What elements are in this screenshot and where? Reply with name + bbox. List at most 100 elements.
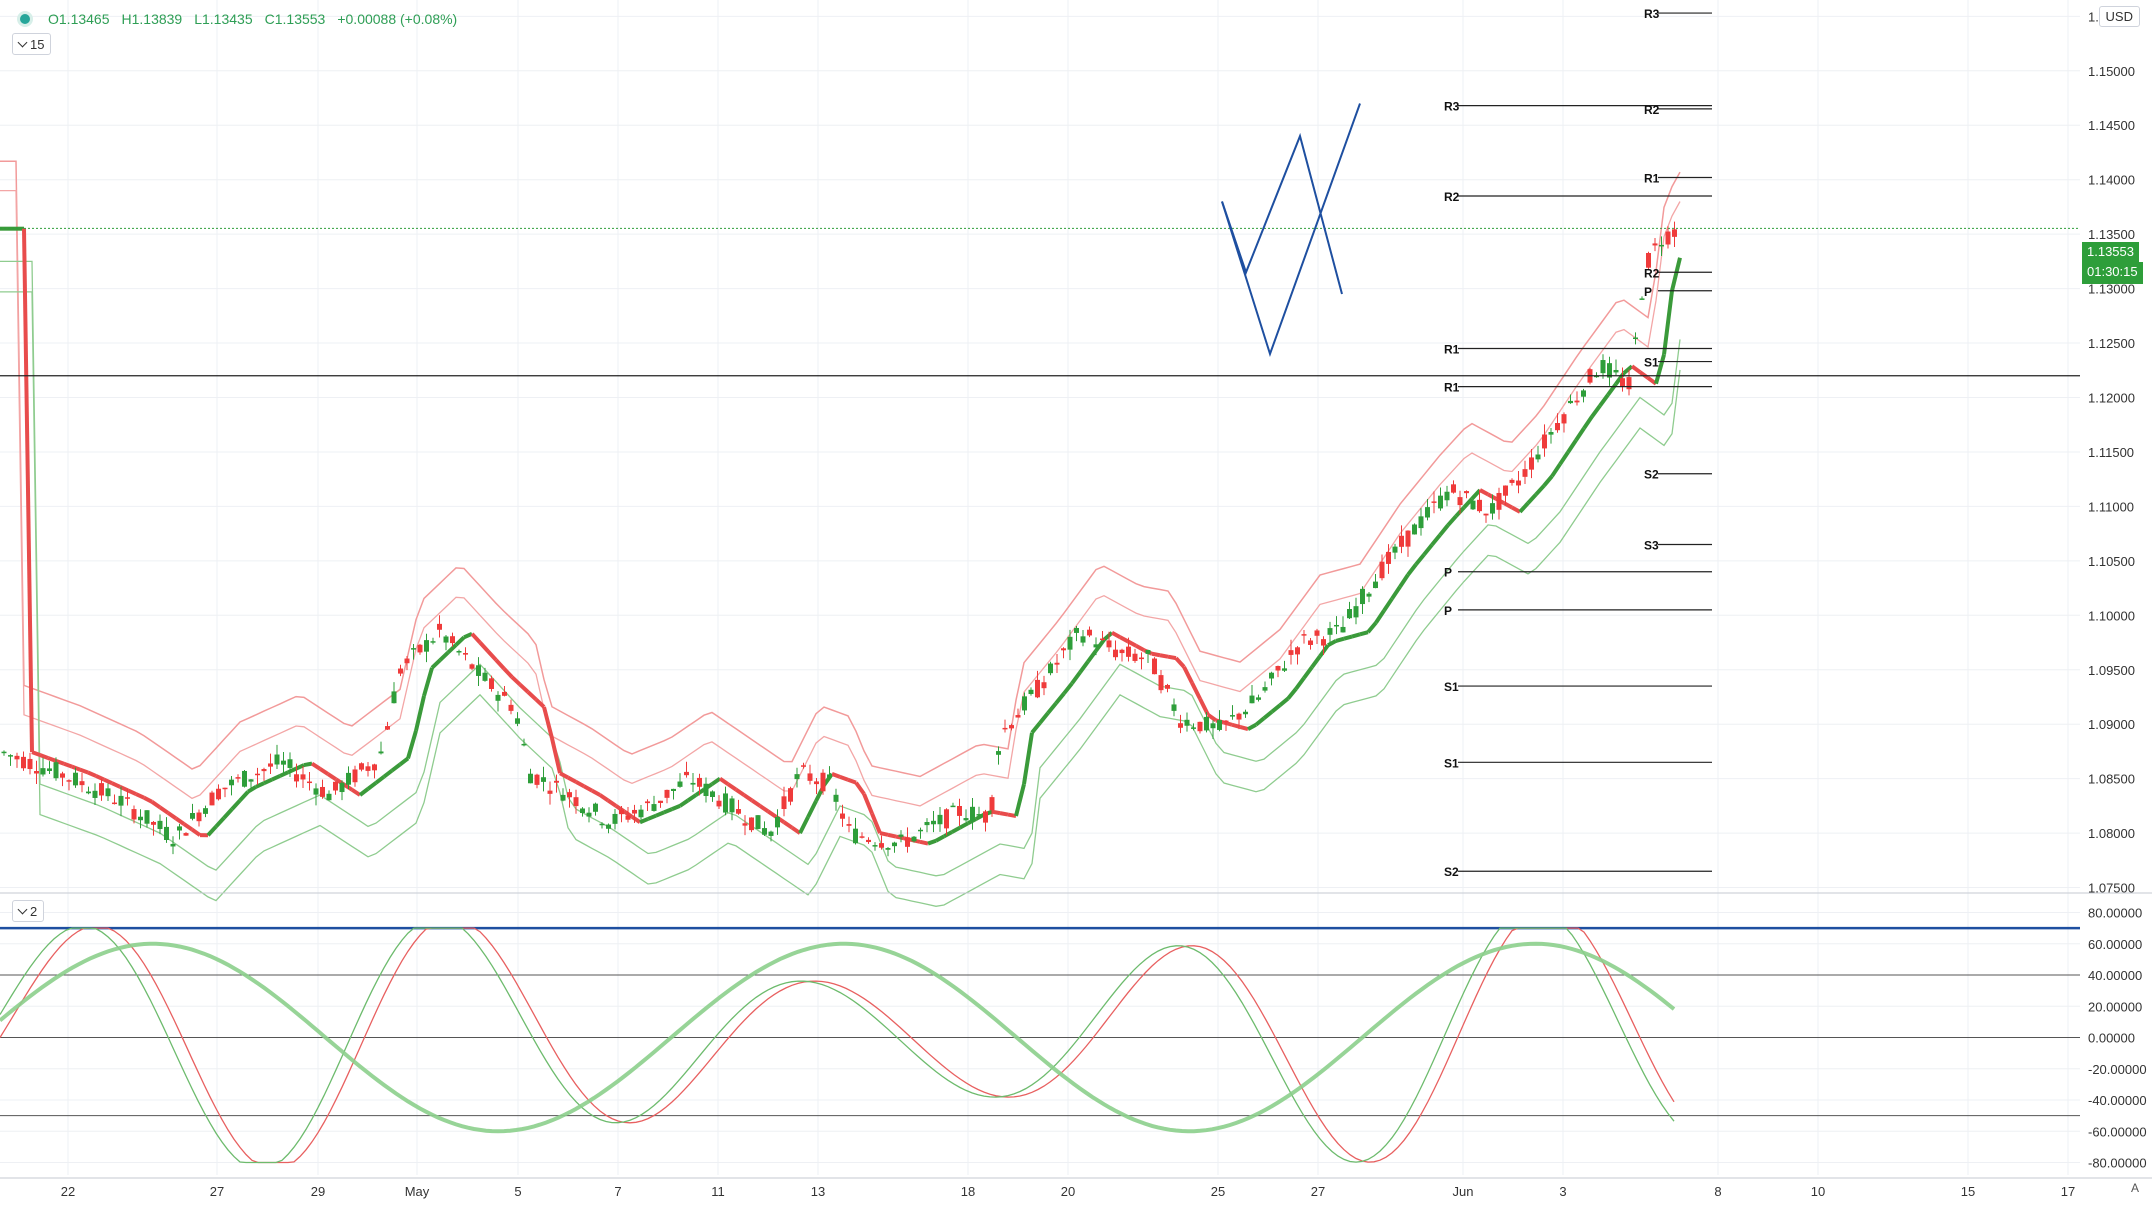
candle-body [1334, 624, 1339, 627]
basis-line-segment [1135, 644, 1145, 652]
candle-body [1041, 682, 1047, 689]
candle-body [313, 788, 319, 795]
basis-line-segment [1247, 722, 1257, 731]
candle-body [677, 781, 683, 787]
candle-body [690, 782, 696, 785]
basis-line-segment [174, 816, 186, 826]
candle-body [1, 751, 7, 754]
currency-button[interactable]: USD [2098, 6, 2140, 27]
pivot-label: R3 [1644, 7, 1660, 21]
lower-band-outer [0, 291, 1681, 907]
candle-body [53, 762, 59, 779]
candle-body [489, 678, 494, 689]
pivot-label: R1 [1444, 381, 1460, 395]
band-layer [0, 160, 1682, 907]
candle-body [1197, 721, 1203, 732]
price-tick-label: 1.14500 [2088, 118, 2135, 133]
osc-fast-line [0, 927, 1675, 1164]
candle-body [1269, 672, 1274, 679]
candle-body [1522, 469, 1528, 477]
candle-body [365, 766, 371, 771]
price-tick-label: 1.09000 [2088, 717, 2135, 732]
basis-line-segment [1398, 573, 1410, 588]
candle-body [1119, 649, 1125, 654]
candle-body [1106, 640, 1112, 648]
candle-body [1165, 684, 1170, 689]
candle-body [430, 641, 436, 643]
basis-line-segment [1511, 505, 1521, 514]
basis-line-segment [303, 761, 313, 768]
basis-line-segment [454, 635, 466, 647]
osc-tick-label: -40.00000 [2088, 1093, 2147, 1108]
candle-body [1243, 711, 1248, 715]
candle-body [1470, 500, 1476, 510]
time-tick-label: 15 [1961, 1184, 1975, 1199]
basis-line-segment [1254, 716, 1266, 727]
basis-line-segment [1327, 639, 1337, 648]
candle-body [775, 816, 780, 828]
basis-line-segment [1270, 703, 1282, 714]
auto-scale-button[interactable]: A [2130, 1181, 2139, 1195]
basis-line-segment [1374, 609, 1386, 624]
candle-body [612, 813, 618, 824]
pivot-label: S2 [1444, 865, 1459, 879]
candle-body [1262, 687, 1268, 691]
candle-body [905, 837, 910, 847]
candle-body [1256, 697, 1261, 700]
candle-body [66, 780, 72, 782]
candle-body [866, 839, 871, 843]
candle-body [1607, 363, 1612, 378]
candle-body [1126, 646, 1131, 657]
basis-line-segment [230, 799, 242, 811]
candle-body [1230, 715, 1235, 717]
basis-line-segment [310, 761, 322, 771]
basis-line-segment [166, 811, 178, 821]
candle-body [502, 691, 507, 696]
basis-line-segment [999, 811, 1009, 817]
basis-line-segment [190, 827, 202, 837]
candle-body [248, 779, 254, 782]
basis-line-segment [1206, 713, 1218, 723]
basis-line-segment [463, 631, 473, 640]
candle-body [697, 777, 702, 787]
candle-body [703, 783, 709, 797]
candle-body [463, 653, 468, 655]
candle-body [79, 781, 85, 786]
basis-line-segment [839, 774, 849, 782]
candle-body [1353, 606, 1359, 618]
basis-line-segment [671, 804, 681, 811]
basis-line-segment [326, 772, 338, 781]
pivot-label: S2 [1644, 468, 1659, 482]
basis-line-segment [287, 766, 297, 775]
osc-tick-label: 20.00000 [2088, 999, 2142, 1014]
candle-body [1464, 491, 1469, 494]
candle-body [1249, 695, 1255, 704]
candle-body [1015, 715, 1021, 718]
candle-body [1457, 497, 1463, 506]
basis-line-segment [1630, 364, 1642, 374]
basis-line-segment [559, 771, 569, 780]
basis-line-segment [1262, 710, 1274, 720]
candle-body [1451, 484, 1456, 493]
candle-body [300, 774, 306, 780]
candle-body [1574, 400, 1580, 403]
candle-body [242, 770, 247, 787]
candle-body [1366, 593, 1372, 597]
basis-line-segment [1566, 439, 1578, 454]
pivot-label: R2 [1644, 266, 1660, 280]
candle-body [957, 805, 962, 816]
basis-line-segment [1062, 682, 1074, 695]
candle-body [1431, 501, 1437, 503]
candles-layer [1, 221, 1677, 857]
basis-line-segment [975, 812, 985, 821]
basis-line-segment [150, 800, 162, 810]
candle-body [1405, 530, 1411, 547]
candle-body [1178, 723, 1183, 728]
candle-body [1652, 243, 1658, 246]
candle-body [638, 809, 644, 818]
pivot-label: S1 [1444, 680, 1459, 694]
interval-toggle[interactable]: 15 [12, 33, 52, 55]
indicator-pane-toggle[interactable]: 2 [12, 900, 45, 922]
candle-body [515, 718, 520, 724]
